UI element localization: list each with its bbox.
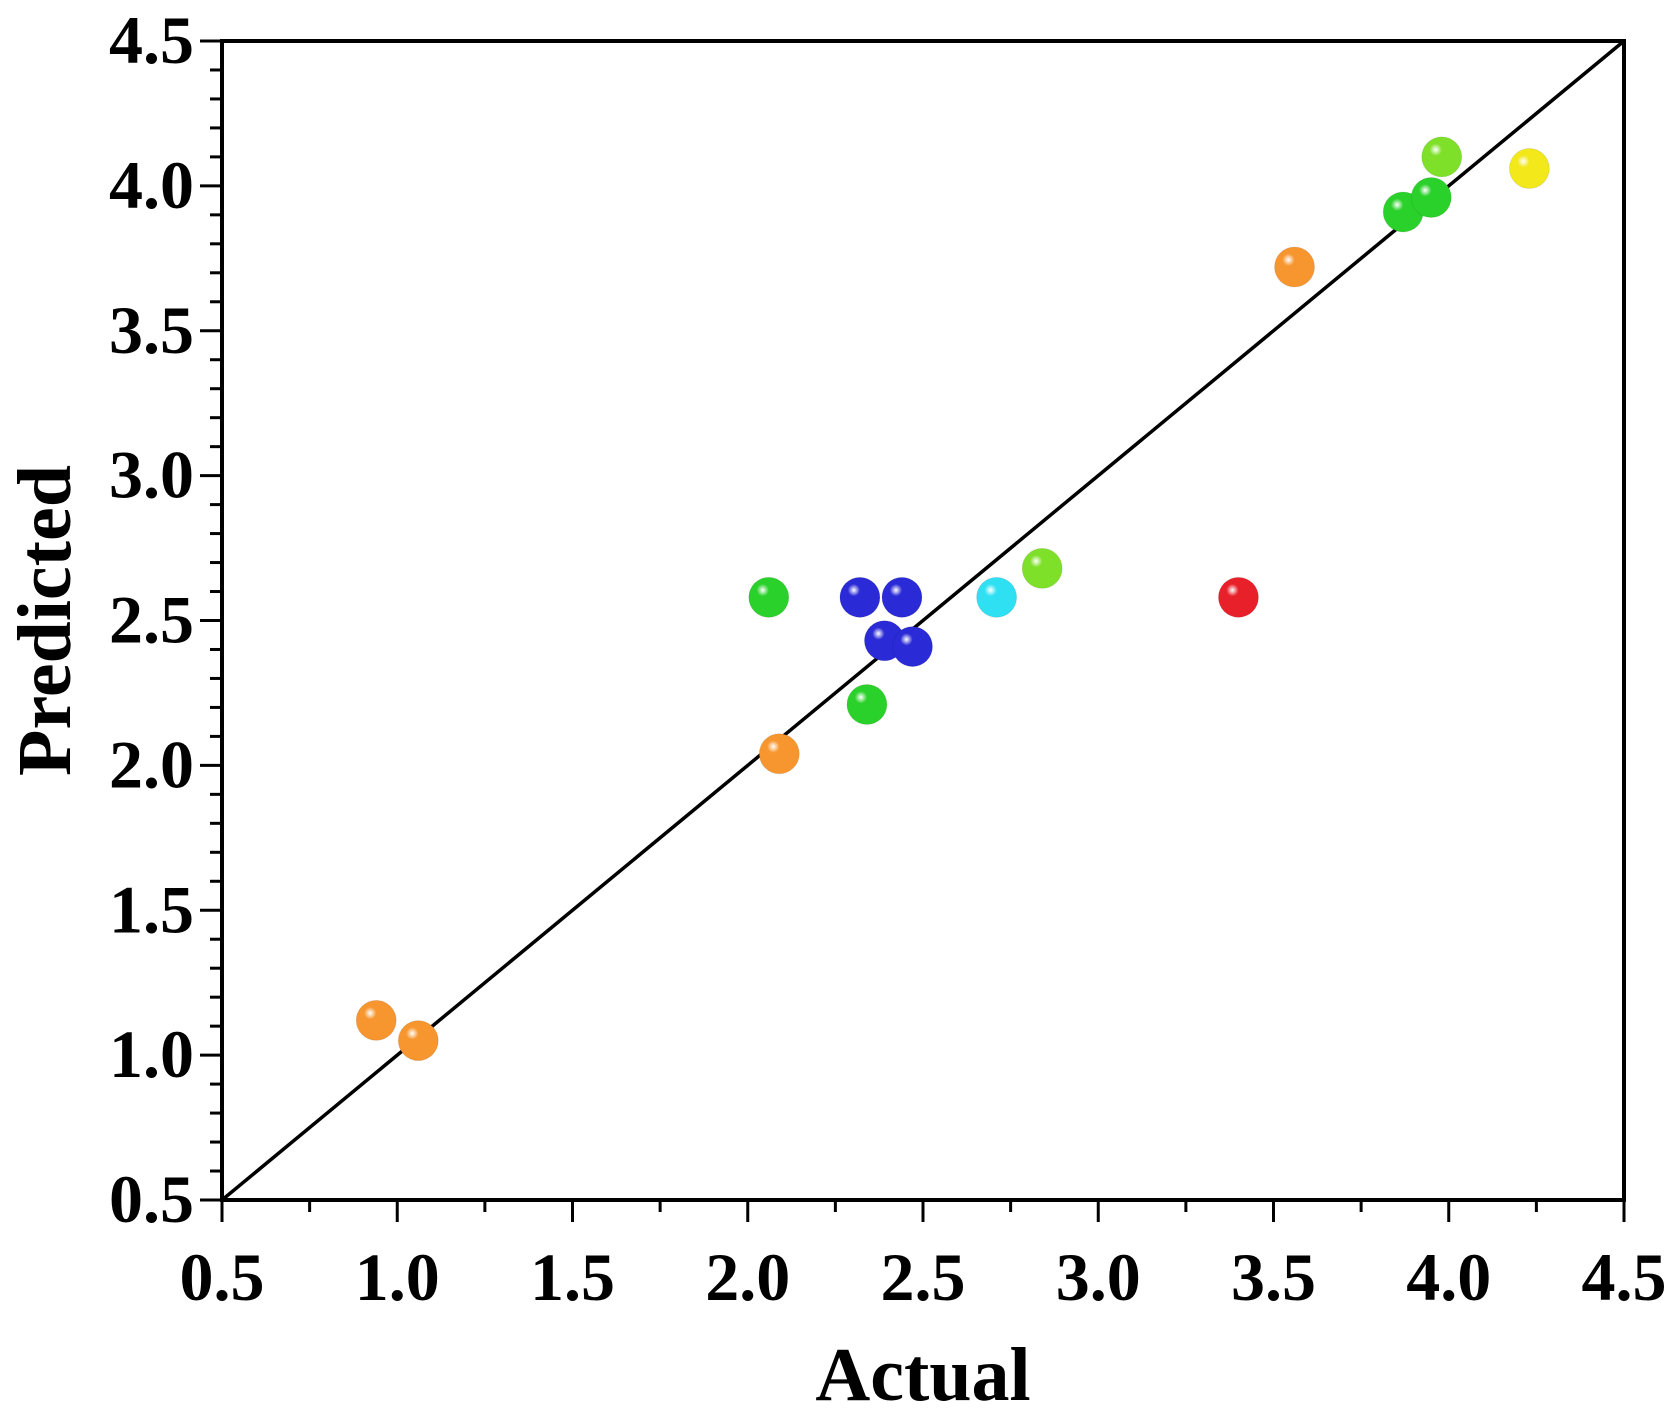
data-point bbox=[881, 576, 923, 618]
data-point bbox=[355, 999, 397, 1041]
data-point bbox=[891, 626, 933, 668]
reference-line-group bbox=[220, 39, 1626, 1202]
reference-line bbox=[220, 39, 1626, 1202]
y-tick-label: 2.0 bbox=[109, 726, 194, 802]
y-tick-label: 1.0 bbox=[109, 1016, 194, 1092]
y-tick-label: 3.0 bbox=[109, 437, 194, 513]
x-tick-label: 1.5 bbox=[530, 1239, 615, 1315]
data-point bbox=[1508, 147, 1550, 189]
data-points bbox=[355, 136, 1550, 1062]
x-tick-label: 4.5 bbox=[1582, 1239, 1667, 1315]
y-tick-label: 4.5 bbox=[109, 2, 194, 78]
data-point bbox=[1421, 136, 1463, 178]
y-axis-title: Predicted bbox=[3, 465, 87, 776]
x-tick-label: 1.0 bbox=[355, 1239, 440, 1315]
x-tick-label: 2.0 bbox=[705, 1239, 790, 1315]
data-point bbox=[839, 576, 881, 618]
x-tick-label: 2.5 bbox=[881, 1239, 966, 1315]
y-tick-label: 2.5 bbox=[109, 582, 194, 658]
x-axis-title: Actual bbox=[815, 1333, 1030, 1417]
data-point bbox=[397, 1020, 439, 1062]
data-point bbox=[1410, 176, 1452, 218]
y-tick-label: 1.5 bbox=[109, 871, 194, 947]
data-point bbox=[976, 576, 1018, 618]
y-tick-label: 3.5 bbox=[109, 292, 194, 368]
data-point bbox=[1274, 246, 1316, 288]
x-tick-label: 3.5 bbox=[1231, 1239, 1316, 1315]
data-point bbox=[846, 684, 888, 726]
x-tick-label: 0.5 bbox=[180, 1239, 265, 1315]
y-tick-label: 0.5 bbox=[109, 1161, 194, 1237]
x-tick-label: 3.0 bbox=[1056, 1239, 1141, 1315]
data-point bbox=[1217, 576, 1259, 618]
data-point bbox=[758, 733, 800, 775]
data-point bbox=[748, 576, 790, 618]
y-tick-label: 4.0 bbox=[109, 147, 194, 223]
data-point bbox=[1021, 547, 1063, 589]
x-tick-label: 4.0 bbox=[1406, 1239, 1491, 1315]
ticks: 0.5 1.0 1.5 2.0 2.5 3.0 3.5 4.0 4.5 0.5 1.0 1.5 2.0 2… bbox=[109, 2, 1667, 1315]
